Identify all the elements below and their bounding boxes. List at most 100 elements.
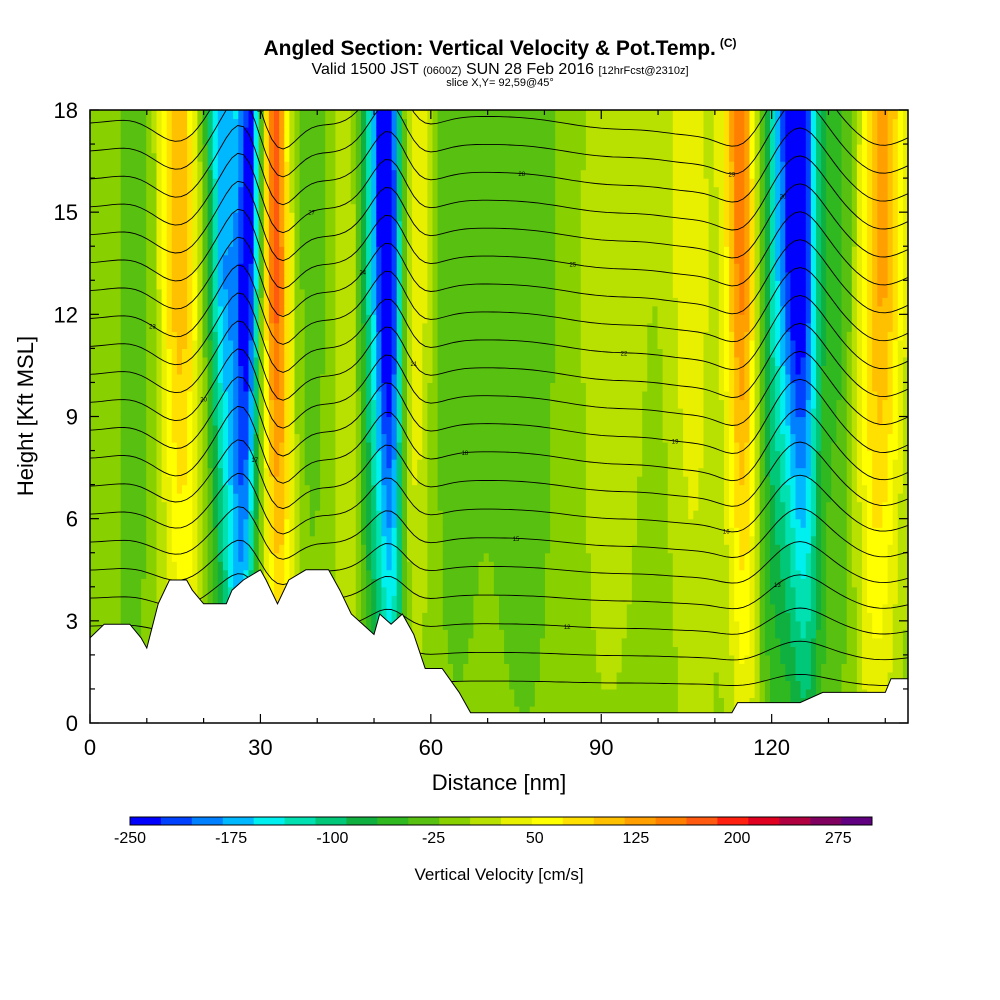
velocity-cell (401, 169, 408, 179)
velocity-cell (381, 144, 388, 154)
velocity-cell (217, 220, 224, 230)
velocity-cell (289, 527, 296, 537)
velocity-cell (268, 399, 275, 409)
velocity-cell (355, 501, 362, 511)
velocity-cell (243, 186, 250, 196)
velocity-cell (125, 254, 132, 264)
velocity-cell (407, 535, 413, 545)
velocity-cell (136, 501, 142, 511)
velocity-cell (151, 442, 158, 452)
velocity-cell (253, 271, 260, 281)
velocity-cell (407, 459, 413, 469)
velocity-cell (202, 510, 209, 520)
velocity-cell (151, 518, 158, 528)
velocity-cell (182, 297, 188, 307)
velocity-cell (427, 399, 434, 409)
velocity-cell (125, 365, 132, 375)
velocity-cell (207, 416, 214, 426)
velocity-cell (222, 331, 229, 341)
velocity-cell (166, 356, 173, 366)
velocity-cell (274, 510, 280, 520)
velocity-cell (120, 425, 127, 435)
velocity-cell (258, 467, 265, 477)
velocity-cell (376, 246, 382, 256)
velocity-cell (192, 212, 198, 222)
velocity-cell (309, 408, 316, 418)
velocity-cell (427, 629, 434, 639)
velocity-cell (381, 271, 388, 281)
velocity-cell (294, 527, 301, 537)
velocity-cell (202, 288, 209, 298)
velocity-cell (366, 578, 372, 588)
velocity-cell (238, 195, 244, 205)
velocity-cell (207, 408, 214, 418)
velocity-cell (304, 365, 311, 375)
velocity-cell (412, 237, 418, 247)
velocity-cell (361, 178, 367, 188)
velocity-cell (182, 425, 188, 435)
velocity-cell (222, 195, 229, 205)
velocity-cell (217, 135, 224, 145)
velocity-cell (176, 203, 183, 213)
velocity-cell (161, 527, 168, 537)
velocity-cell (325, 280, 331, 290)
velocity-cell (279, 373, 285, 383)
velocity-cell (320, 527, 326, 537)
velocity-cell (202, 178, 209, 188)
velocity-cell (263, 442, 270, 452)
velocity-cell (391, 229, 398, 239)
velocity-cell (95, 620, 101, 630)
velocity-cell (299, 373, 306, 383)
velocity-cell (212, 220, 219, 230)
velocity-cell (100, 391, 106, 401)
velocity-cell (212, 535, 219, 545)
velocity-cell (95, 263, 101, 273)
velocity-cell (182, 178, 188, 188)
velocity-cell (345, 220, 352, 230)
velocity-cell (294, 297, 301, 307)
velocity-cell (376, 595, 382, 605)
velocity-cell (274, 535, 280, 545)
velocity-cell (248, 433, 255, 443)
velocity-cell (95, 442, 101, 452)
velocity-cell (376, 425, 382, 435)
velocity-cell (361, 373, 367, 383)
velocity-cell (340, 578, 347, 588)
velocity-cell (417, 288, 423, 298)
velocity-cell (233, 246, 239, 256)
velocity-cell (274, 237, 280, 247)
velocity-cell (222, 569, 229, 579)
velocity-cell (263, 161, 270, 171)
velocity-cell (284, 220, 290, 230)
velocity-cell (268, 271, 275, 281)
velocity-cell (371, 408, 377, 418)
velocity-cell (386, 186, 393, 196)
velocity-cell (274, 433, 280, 443)
velocity-cell (427, 161, 434, 171)
velocity-cell (371, 586, 377, 596)
velocity-cell (146, 305, 152, 315)
velocity-cell (161, 476, 168, 486)
velocity-cell (325, 501, 331, 511)
velocity-cell (120, 416, 127, 426)
velocity-cell (258, 280, 265, 290)
velocity-cell (294, 348, 301, 358)
velocity-cell (130, 195, 137, 205)
velocity-cell (166, 169, 173, 179)
velocity-cell (171, 382, 178, 392)
velocity-cell (263, 382, 270, 392)
velocity-cell (130, 314, 137, 324)
velocity-cell (432, 118, 439, 128)
velocity-cell (320, 254, 326, 264)
velocity-cell (355, 144, 362, 154)
velocity-cell (212, 195, 219, 205)
velocity-cell (401, 501, 408, 511)
velocity-cell (182, 280, 188, 290)
velocity-cell (386, 118, 393, 128)
velocity-cell (361, 552, 367, 562)
velocity-cell (197, 373, 204, 383)
velocity-cell (90, 288, 96, 298)
velocity-cell (90, 169, 96, 179)
velocity-cell (120, 467, 127, 477)
velocity-cell (243, 110, 250, 120)
